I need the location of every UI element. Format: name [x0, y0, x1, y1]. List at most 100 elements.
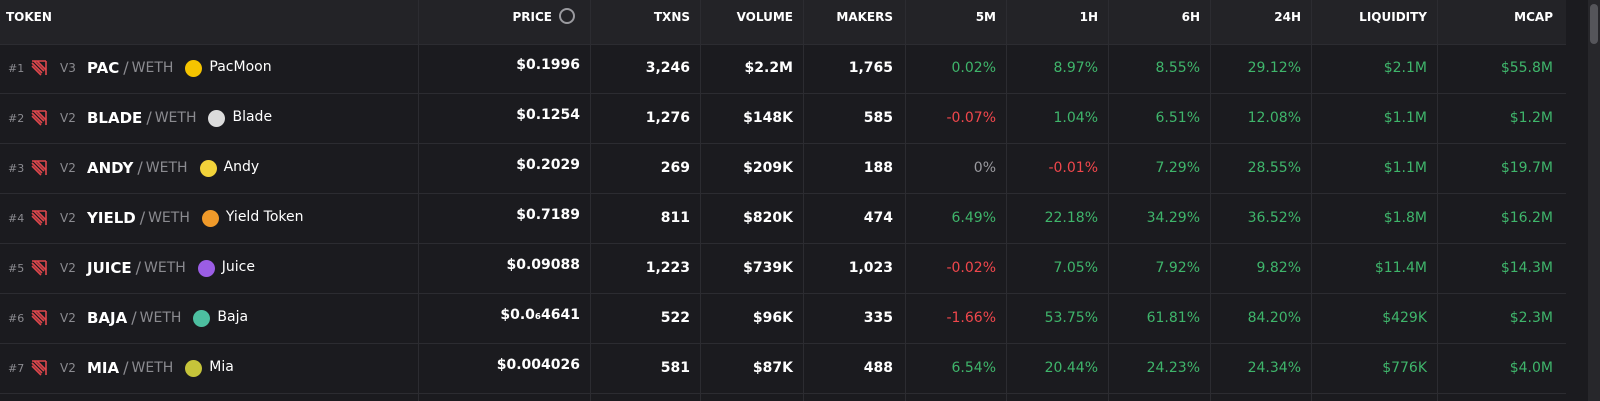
pair-separator: /	[137, 158, 143, 177]
cell-mcap: $4.0M	[1509, 360, 1553, 376]
token-symbol: YIELD	[87, 209, 136, 227]
cell-makers: 1,023	[848, 260, 893, 276]
cell-h1: 20.44%	[1044, 360, 1098, 376]
cell-txns: 269	[660, 160, 690, 176]
pair-separator: /	[123, 358, 129, 377]
cell-h6: 24.23%	[1146, 360, 1200, 376]
dex-version: V2	[60, 311, 76, 325]
token-row[interactable]: #2 V2 BLADE / WETH Blade $0.1254 1,276 $148K 585 -…	[0, 94, 1566, 144]
token-icon	[201, 210, 219, 227]
cell-makers: 488	[863, 360, 893, 376]
column-header[interactable]: 1H	[1079, 10, 1098, 24]
rank: #2	[8, 112, 25, 125]
cell-mcap: $19.7M	[1500, 160, 1553, 176]
column-divider	[418, 0, 419, 401]
token-icon	[208, 110, 226, 127]
cell-volume: $148K	[743, 110, 793, 126]
cell-volume: $739K	[743, 260, 793, 276]
column-divider	[590, 0, 591, 401]
column-divider	[1210, 0, 1211, 401]
token-row[interactable]: #4 V2 YIELD / WETH Yield Token $0.7189 811 $820K…	[0, 194, 1566, 244]
column-divider	[905, 0, 906, 401]
column-divider	[1108, 0, 1109, 401]
column-header[interactable]: LIQUIDITY	[1359, 10, 1427, 24]
cell-h24: 9.82%	[1256, 260, 1301, 276]
cell-mcap: $55.8M	[1500, 60, 1553, 76]
dex-version: V2	[60, 161, 76, 175]
currency-toggle[interactable]	[559, 8, 575, 24]
cell-h1: 22.18%	[1044, 210, 1098, 226]
token-row[interactable]: #5 V2 JUICE / WETH Juice $0.09088 1,223 $739K 1,0…	[0, 244, 1566, 294]
cell-volume: $96K	[752, 310, 793, 326]
scrollbar[interactable]	[1588, 0, 1600, 401]
rank: #1	[8, 62, 25, 75]
column-header[interactable]: MAKERS	[836, 10, 893, 24]
cell-mcap: $16.2M	[1500, 210, 1553, 226]
column-header[interactable]: MCAP	[1514, 10, 1553, 24]
cell-mcap: $2.3M	[1509, 310, 1553, 326]
quote-token: WETH	[139, 310, 182, 326]
column-divider	[1437, 0, 1438, 401]
token-symbol: MIA	[87, 359, 120, 377]
cell-h1: 7.05%	[1053, 260, 1098, 276]
token-name: PacMoon	[209, 59, 272, 75]
token-icon	[199, 160, 217, 177]
column-header[interactable]: PRICE	[512, 10, 552, 24]
cell-volume: $87K	[752, 360, 793, 376]
dex-icon	[31, 60, 47, 76]
cell-price: $0.7189	[516, 207, 580, 223]
token-icon	[185, 360, 203, 377]
cell-price: $0.09088	[506, 257, 580, 273]
dex-version: V3	[60, 61, 76, 75]
dex-version: V2	[60, 361, 76, 375]
cell-txns: 1,276	[645, 110, 690, 126]
cell-mcap: $14.3M	[1500, 260, 1553, 276]
column-header[interactable]: TOKEN	[6, 10, 52, 24]
cell-price: $0.2029	[516, 157, 580, 173]
token-symbol: BAJA	[87, 309, 128, 327]
column-header[interactable]: TXNS	[653, 10, 690, 24]
token-row[interactable]: #1 V3 PAC / WETH PacMoon $0.1996 3,246 $2.2M 1,76…	[0, 44, 1566, 94]
pair-separator: /	[123, 58, 129, 77]
column-header[interactable]: VOLUME	[736, 10, 793, 24]
rank: #6	[8, 312, 25, 325]
cell-h24: 28.55%	[1247, 160, 1301, 176]
cell-liquidity: $11.4M	[1374, 260, 1427, 276]
column-header[interactable]: 6H	[1181, 10, 1200, 24]
token-row[interactable]: #3 V2 ANDY / WETH Andy $0.2029 269 $209K 188 0% -0.…	[0, 144, 1566, 194]
quote-token: WETH	[148, 210, 190, 226]
cell-mcap: $1.2M	[1509, 110, 1553, 126]
cell-h6: 7.29%	[1155, 160, 1200, 176]
token-symbol: JUICE	[87, 259, 132, 277]
pair-separator: /	[135, 258, 141, 277]
cell-h1: 1.04%	[1053, 110, 1098, 126]
quote-token: WETH	[131, 360, 174, 376]
cell-m5: -1.66%	[946, 310, 996, 326]
cell-price: $0.004026	[496, 357, 580, 373]
cell-makers: 188	[863, 160, 893, 176]
token-row[interactable]: #6 V2 BAJA / WETH Baja $0.0₆4641 522 $96K 335 -1.6…	[0, 294, 1566, 344]
dex-icon	[31, 160, 47, 176]
column-header[interactable]: 5M	[975, 10, 996, 24]
cell-liquidity: $1.1M	[1383, 110, 1427, 126]
cell-makers: 1,765	[848, 60, 893, 76]
cell-h1: 8.97%	[1053, 60, 1098, 76]
column-divider	[700, 0, 701, 401]
cell-liquidity: $429K	[1382, 310, 1427, 326]
cell-liquidity: $2.1M	[1383, 60, 1427, 76]
column-header[interactable]: 24H	[1274, 10, 1301, 24]
cell-makers: 335	[863, 310, 893, 326]
rank: #7	[8, 362, 25, 375]
dex-icon	[31, 360, 47, 376]
cell-h1: 53.75%	[1044, 310, 1098, 326]
scroll-thumb[interactable]	[1590, 4, 1598, 44]
pair-separator: /	[131, 308, 137, 327]
token-name: Mia	[209, 359, 234, 375]
cell-h24: 24.34%	[1247, 360, 1301, 376]
cell-h6: 61.81%	[1146, 310, 1200, 326]
token-row[interactable]: #7 V2 MIA / WETH Mia $0.004026 581 $87K 488 6.54% 2…	[0, 344, 1566, 394]
cell-price: $0.1996	[516, 57, 580, 73]
cell-m5: 6.49%	[951, 210, 996, 226]
cell-m5: 6.54%	[951, 360, 996, 376]
